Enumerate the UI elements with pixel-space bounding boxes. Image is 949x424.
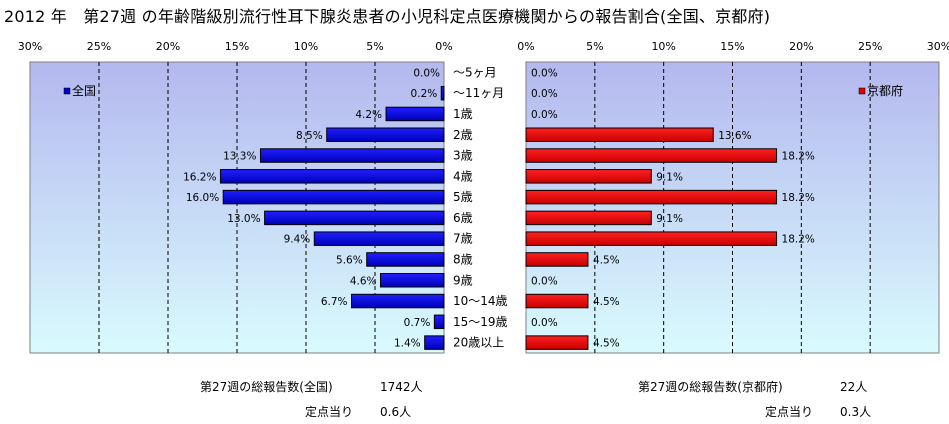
category-label: 15～19歳 [453, 315, 508, 329]
category-label: 4歳 [453, 169, 473, 183]
legend-label-kyoto: 京都府 [867, 83, 903, 98]
x-tick-label-left: 0% [435, 40, 452, 53]
category-label: 5歳 [453, 190, 473, 204]
data-label-kyoto: 4.5% [593, 296, 620, 308]
x-tick-label-left: 25% [87, 40, 111, 53]
x-tick-label-right: 25% [858, 40, 882, 53]
bar-kyoto [525, 127, 714, 142]
data-label-national: 1.4% [394, 338, 421, 350]
data-label-national: 13.0% [227, 213, 260, 225]
data-label-national: 16.0% [186, 192, 219, 204]
x-tick-label-left: 20% [156, 40, 180, 53]
category-label: 6歳 [453, 211, 473, 225]
x-tick-label-right: 15% [720, 40, 744, 53]
bar-kyoto [525, 169, 652, 184]
bar-national [380, 273, 445, 288]
category-label: 7歳 [453, 232, 473, 246]
x-tick-label-right: 5% [586, 40, 603, 53]
data-label-kyoto: 4.5% [593, 338, 620, 350]
bar-national [385, 106, 445, 122]
data-label-kyoto: 4.5% [593, 254, 620, 266]
bar-kyoto [525, 335, 589, 350]
footer-kyoto-count: 22人 [840, 380, 868, 394]
category-label: 8歳 [453, 252, 473, 266]
chart-title: 2012 年 第27週 の年齢階級別流行性耳下腺炎患者の小児科定点医療機関からの… [4, 7, 771, 26]
bar-national [313, 231, 445, 246]
data-label-kyoto: 9.1% [656, 213, 683, 225]
bar-national [351, 293, 445, 309]
category-label: 20歳以上 [453, 336, 504, 350]
footer-kyoto-label: 第27週の総報告数(京都府) [638, 380, 783, 394]
category-label: 2歳 [453, 128, 473, 142]
footer-kyoto-per-label: 定点当り [765, 405, 814, 419]
x-tick-label-right: 10% [651, 40, 675, 53]
bar-national [326, 127, 445, 142]
footer-national-per-label: 定点当り [305, 405, 354, 419]
x-tick-label-right: 20% [789, 40, 813, 53]
data-label-kyoto: 0.0% [531, 109, 558, 121]
footer-kyoto-per-value: 0.3人 [840, 405, 872, 419]
legend-marker-national [63, 87, 71, 95]
data-label-kyoto: 18.2% [782, 192, 815, 204]
data-label-kyoto: 0.0% [531, 67, 558, 79]
bar-kyoto [525, 148, 778, 163]
bar-national [366, 252, 445, 267]
category-label: 3歳 [453, 149, 473, 163]
bar-national [264, 210, 445, 226]
footer-national-count: 1742人 [380, 380, 423, 394]
footer-national-label: 第27週の総報告数(全国) [200, 380, 333, 394]
data-label-national: 4.6% [350, 275, 377, 287]
bar-national [222, 189, 445, 205]
bar-national [433, 314, 445, 330]
data-label-kyoto: 18.2% [782, 151, 815, 163]
data-label-national: 9.4% [284, 234, 311, 246]
data-label-kyoto: 13.6% [718, 130, 751, 142]
legend-marker-kyoto [858, 87, 866, 95]
legend-label-national: 全国 [72, 83, 96, 98]
bar-kyoto [525, 252, 589, 267]
category-label: ～5ヶ月 [453, 65, 497, 79]
data-label-national: 13.3% [223, 151, 256, 163]
data-label-national: 16.2% [183, 171, 216, 183]
x-tick-label-left: 5% [366, 40, 383, 53]
category-label: 9歳 [453, 273, 473, 287]
data-label-national: 0.7% [404, 317, 431, 329]
data-label-national: 6.7% [321, 296, 348, 308]
data-label-kyoto: 18.2% [782, 234, 815, 246]
category-label: ～11ヶ月 [453, 86, 504, 100]
bar-kyoto [525, 189, 778, 205]
data-label-kyoto: 0.0% [531, 88, 558, 100]
category-label: 10～14歳 [453, 294, 508, 308]
x-tick-label-left: 15% [225, 40, 249, 53]
x-tick-label-right: 0% [517, 40, 534, 53]
bar-national [219, 169, 445, 184]
data-label-national: 0.2% [411, 88, 438, 100]
category-label: 1歳 [453, 107, 473, 121]
bar-kyoto [525, 210, 652, 226]
plot-area-right [525, 61, 940, 354]
data-label-national: 8.5% [296, 130, 323, 142]
data-label-kyoto: 0.0% [531, 317, 558, 329]
data-label-kyoto: 0.0% [531, 275, 558, 287]
x-tick-label-right: 30% [927, 40, 949, 53]
data-label-national: 5.6% [336, 254, 363, 266]
x-tick-label-left: 30% [18, 40, 42, 53]
bar-national [259, 148, 445, 163]
bar-kyoto [525, 293, 589, 309]
data-label-national: 4.2% [355, 109, 382, 121]
bar-kyoto [525, 231, 778, 246]
footer-national-per-value: 0.6人 [380, 405, 412, 419]
data-label-kyoto: 9.1% [656, 171, 683, 183]
bar-national [440, 85, 445, 101]
x-tick-label-left: 10% [294, 40, 318, 53]
bar-national [424, 335, 445, 350]
data-label-national: 0.0% [413, 67, 440, 79]
